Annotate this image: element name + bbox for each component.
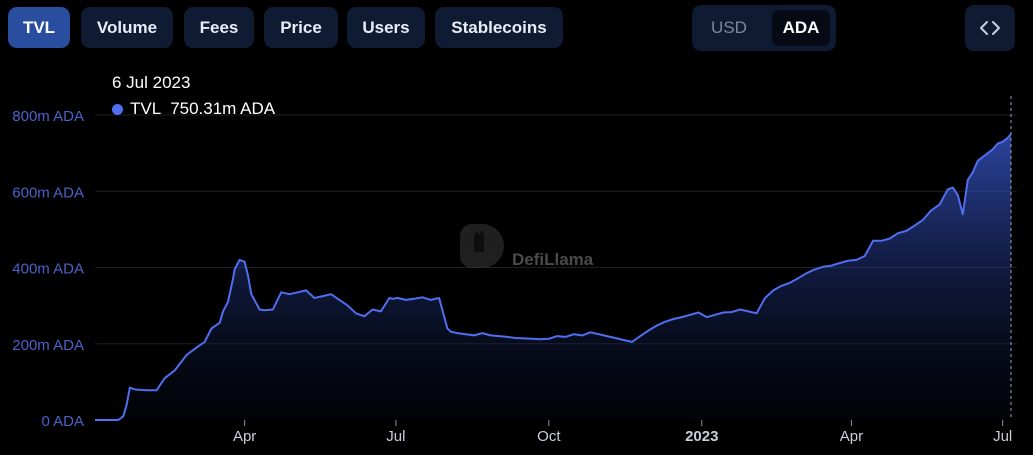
tab-price[interactable]: Price: [264, 7, 338, 48]
tooltip-series: TVL: [130, 99, 162, 118]
tooltip-row: TVL 750.31m ADA: [112, 99, 275, 119]
currency-option-ada[interactable]: ADA: [772, 10, 830, 46]
y-tick-label: 0 ADA: [41, 413, 84, 430]
tab-stablecoins[interactable]: Stablecoins: [435, 7, 563, 48]
tvl-series-line: [95, 133, 1012, 421]
x-tick-label: Jul: [993, 428, 1012, 445]
tooltip-value: 750.31m ADA: [170, 99, 276, 118]
tvl-area-fill: [95, 134, 1011, 420]
defillama-watermark: DefiLlama: [460, 224, 594, 269]
currency-toggle: USD ADA: [692, 5, 836, 51]
x-tick-label: Oct: [537, 428, 561, 445]
code-brackets-icon: [980, 21, 1000, 35]
currency-option-usd[interactable]: USD: [711, 18, 747, 37]
tab-volume[interactable]: Volume: [81, 7, 173, 48]
x-tick-label: Apr: [840, 428, 863, 445]
tooltip-date: 6 Jul 2023: [112, 73, 191, 92]
tab-fees[interactable]: Fees: [184, 7, 254, 48]
watermark-text: DefiLlama: [512, 250, 594, 269]
x-tick-label: Jul: [386, 428, 405, 445]
embed-button[interactable]: [965, 5, 1015, 51]
tab-users[interactable]: Users: [347, 7, 425, 48]
y-tick-label: 600m ADA: [12, 184, 84, 201]
y-tick-label: 400m ADA: [12, 261, 84, 278]
x-tick-label: Apr: [233, 428, 256, 445]
y-tick-label: 800m ADA: [12, 108, 84, 125]
y-tick-label: 200m ADA: [12, 337, 84, 354]
defillama-logo: [460, 224, 504, 268]
tooltip-dot: [112, 103, 123, 115]
tab-tvl[interactable]: TVL: [8, 7, 70, 48]
x-tick-label: 2023: [685, 428, 718, 445]
